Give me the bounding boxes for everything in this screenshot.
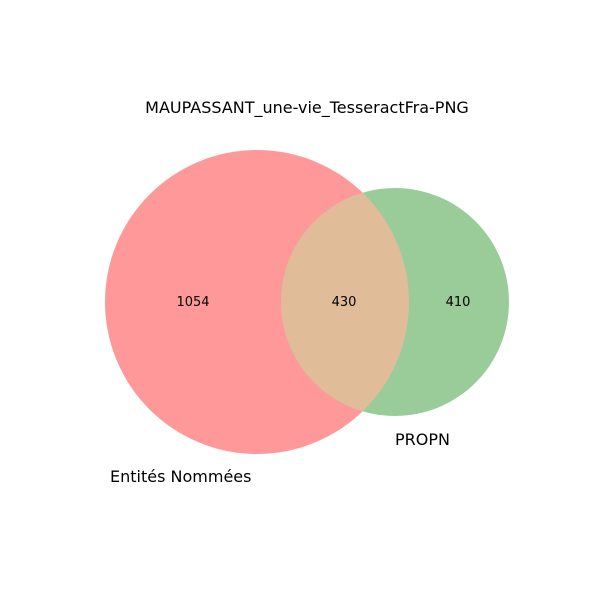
set-label-propn: PROPN	[395, 430, 450, 449]
count-left-only: 1054	[176, 295, 209, 310]
count-intersection: 430	[332, 295, 357, 310]
set-label-entites-nommees: Entités Nommées	[110, 467, 251, 486]
diagram-title: MAUPASSANT_une-vie_TesseractFra-PNG	[145, 98, 469, 118]
count-right-only: 410	[446, 295, 471, 310]
set-intersection	[281, 188, 409, 416]
